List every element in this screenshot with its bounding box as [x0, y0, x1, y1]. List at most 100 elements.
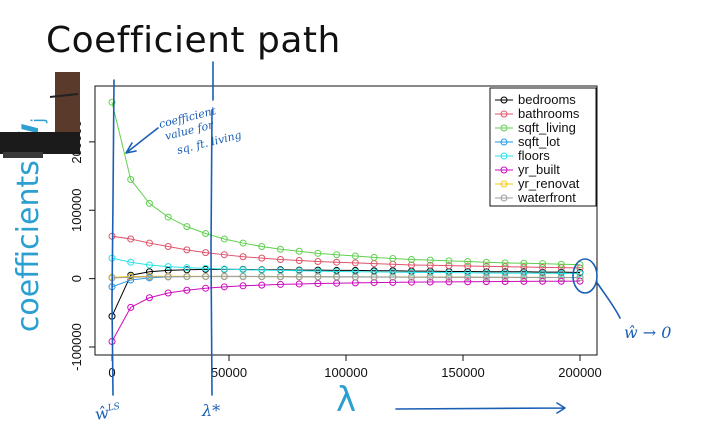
data-point-sqft_living	[145, 199, 153, 207]
legend-marker-yr_renovated	[500, 180, 508, 188]
data-point-floors	[408, 268, 416, 276]
data-point-floors	[202, 264, 210, 272]
y-tick-label: 100000	[69, 189, 84, 232]
plot-layer: 050000100000150000200000-100000010000020…	[69, 85, 602, 380]
series-line-floors	[111, 257, 581, 274]
data-point-yr_built	[295, 280, 303, 288]
data-point-yr_built	[482, 278, 490, 286]
data-point-bathrooms	[239, 253, 247, 261]
data-point-bathrooms	[464, 262, 472, 270]
data-point-sqft_living	[239, 239, 247, 247]
data-point-bathrooms	[164, 242, 172, 250]
data-point-floors	[482, 269, 490, 277]
x-tick-label: 200000	[558, 365, 601, 380]
legend-label-yr_built: yr_built	[518, 162, 560, 177]
data-point-waterfront	[220, 273, 228, 281]
data-point-waterfront	[389, 273, 397, 281]
data-point-sqft_living	[258, 242, 266, 250]
presenter-body	[55, 72, 80, 137]
ink-lambda-star: λ*	[201, 401, 220, 420]
data-point-bathrooms	[408, 261, 416, 269]
ink-w-ls-symbol: ŵ	[93, 403, 110, 424]
data-point-waterfront	[557, 274, 565, 282]
data-point-yr_built	[539, 277, 547, 285]
data-point-yr_built	[445, 278, 453, 286]
data-point-sqft_living	[501, 259, 509, 267]
data-point-waterfront	[501, 273, 509, 281]
data-point-floors	[464, 269, 472, 277]
x-tick-label: 150000	[441, 365, 484, 380]
data-point-yr_built	[258, 281, 266, 289]
data-point-sqft_living	[183, 223, 191, 231]
data-point-waterfront	[539, 273, 547, 281]
legend-label-sqft_lot: sqft_lot	[518, 134, 560, 149]
data-point-bathrooms	[220, 251, 228, 259]
data-point-bathrooms	[445, 262, 453, 270]
presenter-laptop	[3, 152, 43, 158]
data-point-waterfront	[127, 273, 135, 281]
data-point-sqft_living	[370, 253, 378, 261]
data-point-sqft_living	[127, 175, 135, 183]
data-point-yr_built	[389, 278, 397, 286]
ink-circle-zero	[572, 258, 598, 294]
data-point-floors	[557, 269, 565, 277]
presenter-desk	[0, 132, 80, 154]
data-point-bathrooms	[333, 258, 341, 266]
legend-marker-floors	[500, 152, 508, 160]
data-point-waterfront	[426, 273, 434, 281]
data-point-floors	[127, 258, 135, 266]
data-point-sqft_living	[333, 251, 341, 259]
data-point-bedrooms	[183, 266, 191, 274]
legend-label-sqft_living: sqft_living	[518, 120, 576, 135]
ink-line-lambda-star	[210, 61, 214, 396]
data-point-yr_built	[501, 277, 509, 285]
data-point-waterfront	[464, 273, 472, 281]
legend-marker-waterfront	[500, 194, 508, 202]
data-point-floors	[183, 264, 191, 272]
data-point-bathrooms	[276, 255, 284, 263]
legend-marker-bathrooms	[500, 110, 508, 118]
data-point-floors	[370, 268, 378, 276]
data-point-floors	[239, 266, 247, 274]
ink-line-lambda-zero	[111, 79, 115, 396]
data-point-sqft_living	[108, 98, 116, 106]
data-point-floors	[501, 269, 509, 277]
legend-marker-sqft_lot	[500, 138, 508, 146]
legend-marker-sqft_living	[500, 124, 508, 132]
data-point-floors	[426, 268, 434, 276]
data-point-sqft_living	[295, 247, 303, 255]
legend-label-bathrooms: bathrooms	[518, 106, 580, 121]
legend-label-waterfront: waterfront	[517, 190, 576, 205]
data-point-sqft_living	[539, 260, 547, 268]
data-point-sqft_living	[445, 257, 453, 265]
data-point-yr_built	[557, 277, 565, 285]
data-point-sqft_living	[426, 256, 434, 264]
x-axis-label: λ	[336, 380, 357, 420]
data-point-sqft_living	[482, 258, 490, 266]
data-point-bathrooms	[258, 254, 266, 262]
data-point-waterfront	[164, 273, 172, 281]
data-point-bathrooms	[314, 258, 322, 266]
x-tick-label: 100000	[324, 365, 367, 380]
data-point-sqft_living	[557, 260, 565, 268]
data-point-waterfront	[145, 273, 153, 281]
data-point-waterfront	[408, 273, 416, 281]
ink-w-ls: ŵLS	[93, 401, 122, 424]
data-point-yr_built	[408, 278, 416, 286]
data-point-yr_built	[164, 289, 172, 297]
data-point-sqft_living	[314, 249, 322, 257]
x-tick-label: 50000	[211, 365, 247, 380]
legend-box	[489, 87, 597, 207]
data-point-floors	[145, 261, 153, 269]
ink-arrow-coefficient	[125, 127, 159, 154]
data-point-sqft_living	[408, 255, 416, 263]
data-point-waterfront	[183, 273, 191, 281]
ink-line-to-note	[597, 283, 621, 319]
data-point-waterfront	[333, 273, 341, 281]
legend-label-yr_renovated: yr_renovat	[518, 176, 580, 191]
data-point-waterfront	[576, 274, 584, 282]
data-point-bathrooms	[183, 246, 191, 254]
y-tick-label: -100000	[69, 323, 84, 371]
